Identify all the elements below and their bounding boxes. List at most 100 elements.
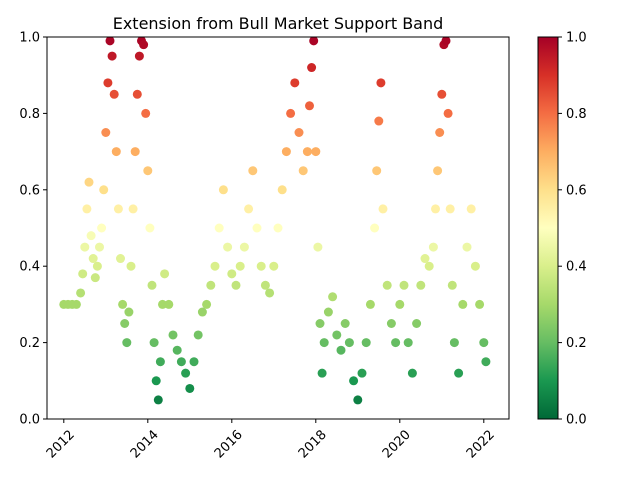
data-point [97, 223, 107, 233]
colorbar-tick-label: 0.4 [566, 260, 587, 275]
y-tick-label: 1.0 [19, 31, 40, 46]
data-point [349, 376, 359, 386]
data-point [193, 330, 203, 340]
colorbar-tick-label: 1.0 [566, 31, 587, 46]
data-point [149, 338, 159, 348]
data-point [128, 204, 138, 214]
data-point [109, 89, 119, 99]
data-point [412, 319, 422, 328]
data-point [122, 338, 132, 348]
data-point [126, 261, 136, 271]
data-point [197, 307, 207, 317]
data-point [382, 280, 392, 290]
data-point [311, 147, 321, 157]
data-point [466, 204, 476, 214]
data-point [290, 78, 300, 88]
data-point [153, 395, 163, 405]
data-point [113, 204, 123, 214]
data-point [336, 345, 346, 355]
data-point [218, 185, 228, 195]
colorbar-axis: 0.0 0.2 0.4 0.6 0.8 1.0 [558, 31, 587, 428]
data-point [353, 395, 363, 405]
data-point [447, 280, 457, 290]
colorbar-tick-label: 0.8 [566, 107, 587, 122]
data-point [99, 185, 109, 195]
data-point [88, 254, 98, 264]
colorbar-tick-label: 0.2 [566, 336, 587, 351]
data-point [376, 78, 386, 88]
data-point [141, 108, 151, 118]
data-point [151, 376, 161, 386]
data-point [164, 299, 174, 309]
data-point [323, 307, 333, 317]
data-point [399, 280, 409, 290]
data-point [445, 204, 455, 214]
data-point [475, 299, 485, 309]
data-point [185, 383, 195, 393]
x-tick-label: 2020 [380, 427, 414, 461]
data-point [315, 319, 325, 328]
x-tick-label: 2022 [464, 427, 498, 461]
data-point [403, 338, 413, 348]
data-point [458, 299, 468, 309]
data-point [361, 338, 371, 348]
data-point [391, 338, 401, 348]
data-point [210, 261, 220, 271]
data-point [139, 40, 149, 50]
data-point [71, 299, 81, 309]
data-point [332, 330, 342, 340]
data-point [374, 116, 384, 126]
data-point [433, 166, 443, 176]
data-point [252, 223, 262, 233]
data-point [319, 338, 329, 348]
data-point [118, 299, 128, 309]
data-point [130, 147, 140, 157]
data-point [424, 261, 434, 271]
data-point [370, 223, 380, 233]
data-point [256, 261, 266, 271]
data-point [223, 242, 233, 252]
data-point [317, 368, 327, 378]
data-point [82, 204, 92, 214]
colorbar-tick-label: 0.6 [566, 183, 587, 198]
data-point [281, 147, 291, 157]
data-point [298, 166, 308, 176]
y-tick-label: 0.6 [19, 183, 40, 198]
data-point [357, 368, 367, 378]
data-point [103, 78, 113, 88]
colorbar [537, 36, 559, 420]
data-point [172, 345, 182, 355]
scatter-points [59, 37, 491, 405]
data-point [134, 51, 144, 61]
data-point [76, 288, 86, 298]
data-point [420, 254, 430, 264]
data-point [307, 63, 317, 73]
data-point [395, 299, 405, 309]
data-point [143, 166, 153, 176]
data-point [265, 288, 275, 298]
data-point [416, 280, 426, 290]
data-point [160, 269, 170, 279]
data-point [313, 242, 323, 252]
data-point [260, 280, 270, 290]
data-point [206, 280, 216, 290]
data-point [176, 357, 186, 367]
data-point [437, 89, 447, 99]
data-point [244, 204, 254, 214]
data-point [155, 357, 165, 367]
y-tick-label: 0.4 [19, 260, 40, 275]
data-point [235, 261, 245, 271]
data-point [124, 307, 134, 317]
x-tick-label: 2012 [44, 427, 78, 461]
plot-frame [46, 36, 510, 420]
data-point [344, 338, 354, 348]
data-point [428, 242, 438, 252]
data-point [286, 108, 296, 118]
data-point [111, 147, 121, 157]
data-point [227, 269, 237, 279]
data-point [479, 338, 489, 348]
data-point [431, 204, 440, 214]
data-point [365, 299, 375, 309]
data-point [158, 299, 167, 309]
data-point [340, 319, 350, 328]
